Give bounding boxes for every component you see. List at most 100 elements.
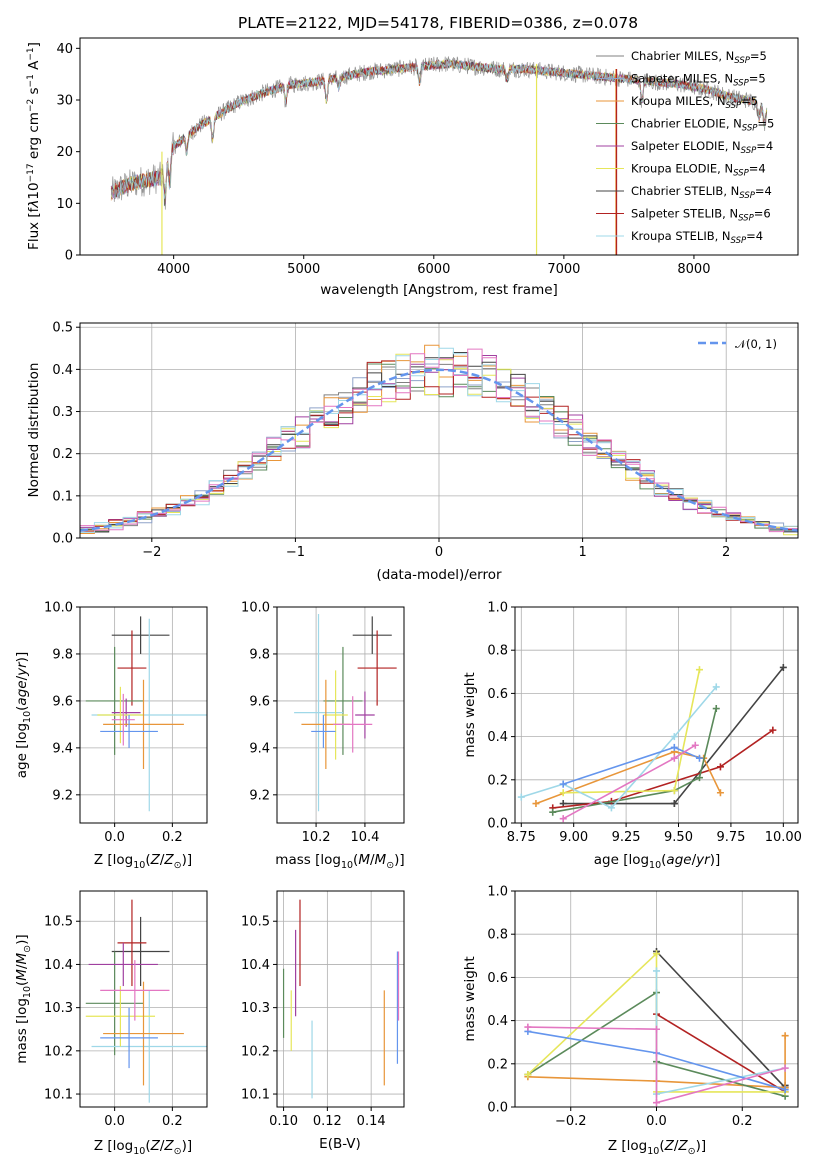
y-tick-label: 1.0 — [487, 601, 508, 616]
mass-vs-metallicity-xlabel: Z [log10(Z/Z⊙)] — [94, 1138, 192, 1157]
y-tick-label: 0.4 — [487, 1014, 508, 1029]
weight-series-line — [527, 1035, 786, 1089]
y-tick-label: 0.2 — [52, 447, 73, 462]
weight-point-marker — [670, 754, 678, 762]
x-tick-label: −2 — [142, 545, 161, 560]
errorbar-point — [85, 646, 144, 755]
y-tick-label: 20 — [56, 145, 73, 160]
weight-point-marker — [781, 1032, 789, 1040]
x-tick-label: 9.75 — [716, 830, 745, 845]
errorbar-point — [357, 630, 397, 706]
weight-point-marker — [559, 780, 567, 788]
residuals-xlabel: (data-model)/error — [376, 567, 502, 583]
y-tick-label: 0.8 — [487, 644, 508, 659]
y-tick-label: 30 — [56, 94, 73, 109]
x-tick-label: 2 — [722, 545, 730, 560]
errorbar-point — [111, 916, 170, 987]
y-tick-label: 0.6 — [487, 687, 508, 702]
spectrum-series-line — [110, 59, 768, 199]
errorbar-point — [111, 698, 141, 727]
y-tick-label: 10.5 — [44, 915, 73, 930]
weight-series-line — [656, 1013, 786, 1093]
x-tick-label: 8000 — [677, 262, 710, 277]
age-vs-mass-xlabel: mass [log10(M/M⊙)] — [275, 852, 404, 871]
residuals-panel: −2 −1 0 1 2 0.0 0.1 0.2 0.3 0.4 0.5 (data-model)/e… — [26, 321, 799, 583]
x-tick-label: 8.75 — [507, 830, 536, 845]
y-tick-label: 0.2 — [487, 773, 508, 788]
x-tick-label: 9.25 — [612, 830, 641, 845]
y-tick-label: 9.8 — [52, 647, 73, 662]
errorbar-point — [111, 693, 135, 746]
y-tick-label: 9.4 — [52, 741, 73, 756]
legend-label: Chabrier STELIB, NSSP=4 — [631, 184, 772, 201]
residuals-ylabel: Normed distribution — [26, 363, 42, 498]
y-tick-label: 10.0 — [44, 601, 73, 616]
x-tick-label: 1 — [578, 545, 586, 560]
errorbar-point — [103, 981, 184, 1086]
weight-point-marker — [524, 1023, 532, 1031]
weight-point-marker — [670, 733, 678, 741]
y-tick-label: 0.3 — [52, 405, 73, 420]
y-tick-label: 10.1 — [241, 1088, 270, 1103]
weight-point-marker — [524, 1071, 532, 1079]
x-tick-label: 0.0 — [104, 830, 125, 845]
weight-point-marker — [559, 800, 567, 808]
mass-vs-extinction-axes-frame — [276, 890, 405, 1108]
legend-label: Salpeter STELIB, NSSP=6 — [631, 207, 771, 224]
legend-label: Salpeter ELODIE, NSSP=4 — [631, 139, 773, 156]
legend-label: Kroupa ELODIE, NSSP=4 — [631, 162, 766, 179]
weight-point-marker — [712, 705, 720, 713]
weight-vs-metallicity-xlabel: Z [log10(Z/Z⊙)] — [608, 1138, 706, 1157]
age-vs-metallicity-xlabel: Z [log10(Z/Z⊙)] — [94, 852, 192, 871]
x-tick-label: 0.0 — [104, 1114, 125, 1129]
spectrum-title: PLATE=2122, MJD=54178, FIBERID=0386, z=0… — [238, 14, 638, 32]
errorbar-point — [103, 679, 184, 769]
y-tick-label: 10.2 — [44, 1044, 73, 1059]
legend-label: Chabrier MILES, NSSP=5 — [631, 49, 767, 66]
spectrum-xlabel: wavelength [Angstrom, rest frame] — [320, 282, 558, 298]
errorbar-point — [100, 715, 158, 748]
weight-point-marker — [653, 950, 660, 958]
errorbar-point — [352, 616, 392, 654]
mass-vs-metallicity-panel: 0.0 0.2 10.1 10.2 10.3 10.4 10.5 Z [log10(Z/Z⊙… — [14, 890, 208, 1157]
y-tick-label: 10.5 — [241, 915, 270, 930]
y-tick-label: 9.6 — [52, 694, 73, 709]
weight-point-marker — [670, 800, 678, 808]
errorbar-point — [294, 614, 343, 812]
x-tick-label: −0.2 — [555, 1114, 587, 1129]
errorbar-point — [111, 616, 170, 654]
y-tick-label: 10.3 — [44, 1001, 73, 1016]
age-vs-mass-panel: 10.2 10.4 9.2 9.4 9.6 9.8 10.0 mass [log10(M/M… — [241, 601, 405, 872]
mass-vs-extinction-panel: 0.10 0.12 0.14 10.1 10.2 10.3 10.4 10.5 E(B-V) — [241, 890, 405, 1152]
x-tick-label: 9.50 — [664, 830, 693, 845]
weight-point-marker — [695, 754, 703, 762]
y-tick-label: 0.4 — [487, 730, 508, 745]
mass-vs-extinction-xlabel: E(B-V) — [319, 1136, 361, 1152]
y-tick-label: 0.2 — [487, 1057, 508, 1072]
weight-vs-age-xlabel: age [log10(age/yr)] — [594, 852, 720, 871]
y-tick-label: 9.2 — [52, 788, 73, 803]
spectrum-ylabel: Flux [fλ10−17 erg cm−2 s−1 A−1] — [26, 42, 42, 250]
y-tick-label: 1.0 — [487, 885, 508, 900]
weight-point-marker — [781, 1064, 789, 1072]
errorbar-point — [311, 715, 336, 748]
errorbar-point — [100, 960, 170, 1021]
age-vs-metallicity-ylabel: age [log10(age/yr)] — [14, 652, 33, 778]
y-tick-label: 0.4 — [52, 363, 73, 378]
histogram-series — [80, 348, 798, 533]
x-tick-label: −1 — [286, 545, 305, 560]
x-tick-label: 0.2 — [162, 830, 183, 845]
errorbar-point — [323, 646, 363, 755]
age-vs-metallicity-axes-frame — [79, 606, 208, 824]
weight-point-marker — [779, 663, 787, 671]
errorbar-point — [117, 899, 147, 987]
weight-series-line — [552, 708, 717, 813]
x-tick-label: 0.12 — [313, 1114, 342, 1129]
y-tick-label: 10.0 — [241, 601, 270, 616]
y-tick-label: 10.3 — [241, 1001, 270, 1016]
y-tick-label: 0.0 — [487, 1101, 508, 1116]
x-tick-label: 0.2 — [162, 1114, 183, 1129]
y-tick-label: 9.2 — [249, 788, 270, 803]
x-tick-label: 10.4 — [350, 830, 379, 845]
weight-vs-metallicity-ylabel: mass weight — [462, 956, 478, 1041]
